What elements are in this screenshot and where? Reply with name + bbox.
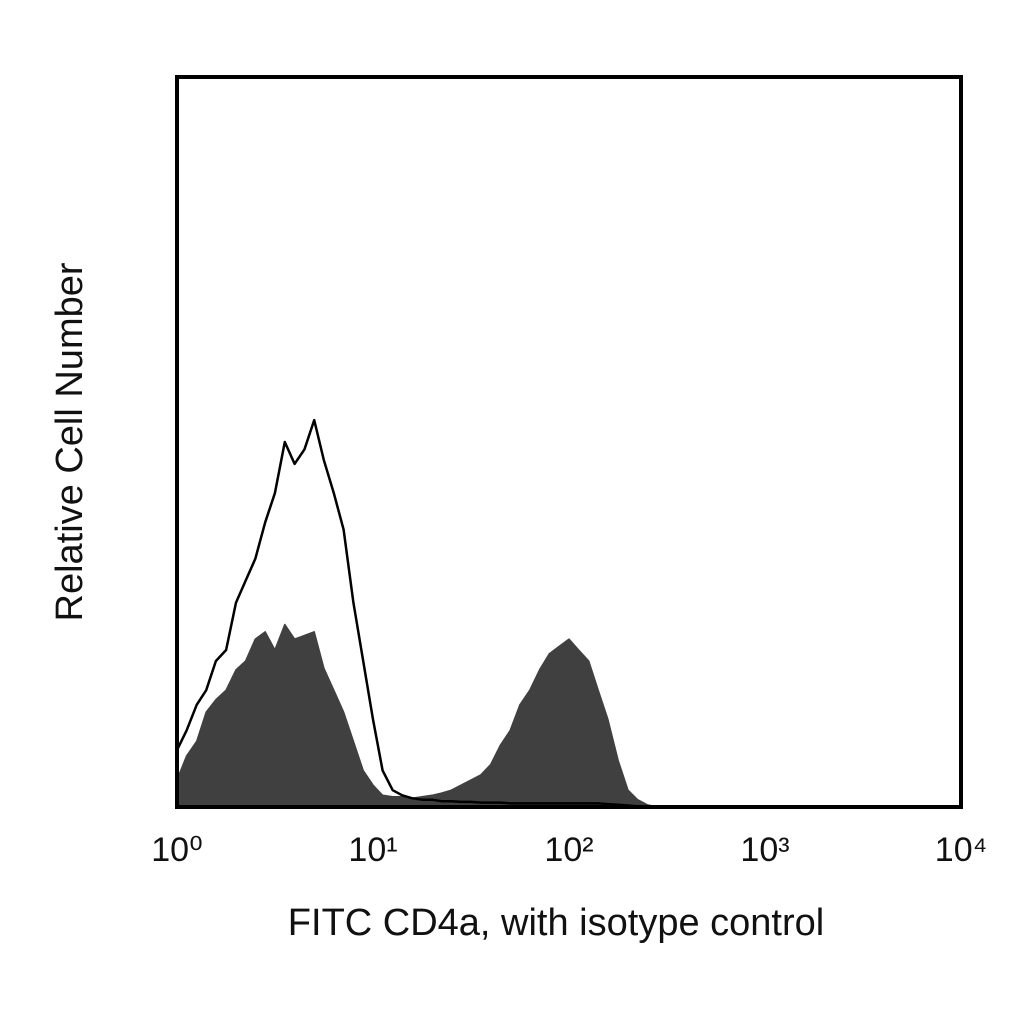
x-tick-label: 10⁰ xyxy=(151,831,202,869)
x-tick-label: 10² xyxy=(544,831,593,869)
filled-histogram xyxy=(176,623,658,808)
y-axis-label: Relative Cell Number xyxy=(49,262,91,621)
x-tick-label: 10¹ xyxy=(348,831,397,869)
outline-histogram xyxy=(175,418,658,809)
x-axis-label: FITC CD4a, with isotype control xyxy=(288,902,824,944)
plot-frame xyxy=(175,75,963,809)
x-tick-label: 10³ xyxy=(740,831,789,869)
x-tick-label: 10⁴ xyxy=(935,831,987,869)
